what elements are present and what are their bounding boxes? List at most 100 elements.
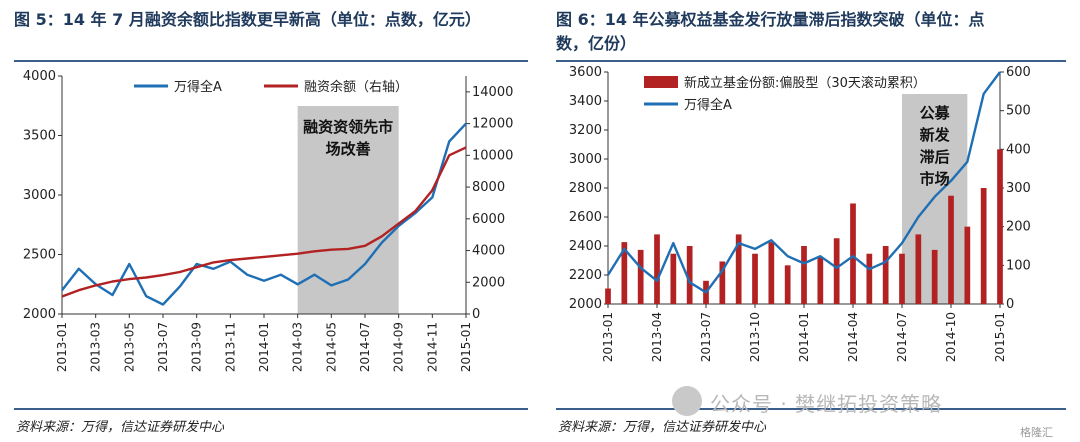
x-tick-label: 2014-03	[291, 322, 305, 372]
wind-all-a-index-line	[606, 71, 1001, 294]
watermark-text: 公众号 · 樊继拓投资策略	[710, 392, 943, 416]
legend-label: 万得全A	[684, 97, 732, 113]
y-right-tick-label: 8000	[472, 180, 505, 195]
x-tick-label: 2015-01	[993, 312, 1007, 362]
fund-issuance-bar	[784, 265, 791, 304]
y-right-tick-label: 100	[1006, 258, 1031, 273]
x-tick-label: 2013-05	[122, 322, 136, 372]
fund-issuance-bar	[670, 253, 677, 304]
fund-issuance-bar	[735, 234, 742, 304]
shaded-period-label: 公募	[920, 104, 951, 122]
right-source: 资料来源：万得，信达证券研发中心	[558, 420, 767, 435]
fund-issuance-bar	[899, 253, 905, 304]
y-right-tick-label: 500	[1006, 104, 1031, 119]
x-tick-label: 2014-01	[797, 312, 811, 362]
right-bottom-rule	[556, 408, 1066, 410]
left-title-rule	[14, 60, 528, 62]
fund-issuance-bar	[621, 242, 628, 304]
y-left-tick-label: 4000	[23, 69, 56, 84]
shaded-period-label: 场改善	[326, 140, 371, 158]
x-tick-label: 2014-07	[895, 312, 909, 362]
left-source: 资料来源：万得，信达证券研发中心	[16, 420, 225, 435]
fund-issuance-bar	[882, 246, 889, 304]
x-tick-label: 2014-11	[425, 322, 439, 372]
wechat-icon	[672, 386, 702, 416]
y-left-tick-label: 2600	[569, 210, 602, 225]
x-tick-label: 2013-10	[748, 312, 762, 362]
y-right-tick-label: 4000	[472, 244, 505, 259]
y-left-tick-label: 2000	[23, 307, 56, 322]
x-tick-label: 2014-05	[324, 322, 338, 372]
fund-issuance-bar	[768, 242, 775, 304]
x-tick-label: 2013-01	[601, 312, 615, 362]
x-tick-label: 2015-01	[459, 322, 473, 372]
x-tick-label: 2013-09	[190, 322, 204, 372]
y-left-tick-label: 2800	[569, 181, 602, 196]
fund-issuance-bar	[980, 188, 987, 304]
fund-issuance-bar	[997, 149, 1003, 304]
right-title-rule	[556, 60, 1066, 62]
fund-issuance-bar	[833, 238, 840, 304]
legend-label: 融资余额（右轴）	[304, 79, 408, 95]
fund-issuance-bar	[801, 246, 807, 304]
y-left-tick-label: 2400	[569, 239, 602, 254]
y-left-tick-label: 3600	[569, 65, 602, 80]
right-chart-title-line2: 数，亿份）	[556, 34, 637, 53]
left-chart-title: 图 5：14 年 7 月融资余额比指数更早新高（单位：点数，亿元）	[14, 10, 481, 29]
left-bottom-rule	[14, 408, 528, 410]
fund-issuance-bar	[866, 253, 873, 304]
right-chart: 2000 2200 2400 2600 2800 3000 3200 3400 3600 0 100…	[569, 65, 1031, 362]
fund-issuance-bar	[964, 226, 971, 304]
legend-bar-swatch	[644, 76, 678, 88]
fund-issuance-bar	[719, 261, 726, 304]
y-right-tick-label: 200	[1006, 220, 1031, 235]
fund-issuance-bar	[850, 203, 856, 304]
fund-issuance-bar	[637, 249, 644, 304]
x-tick-label: 2013-07	[156, 322, 170, 372]
y-left-tick-label: 2000	[569, 297, 602, 312]
x-tick-label: 2014-10	[944, 312, 958, 362]
fund-issuance-bar	[948, 195, 954, 304]
fund-issuance-bar	[605, 288, 611, 304]
shaded-period	[297, 106, 399, 314]
corner-logo: 格隆汇	[1020, 426, 1053, 439]
legend-label: 万得全A	[174, 79, 222, 95]
left-chart: 2000 2500 3000 3500 4000 0 2000 4000 6000 8000 100…	[23, 69, 513, 372]
shaded-period-label: 市场	[920, 170, 950, 188]
y-right-tick-label: 6000	[472, 212, 505, 227]
y-right-tick-label: 600	[1006, 65, 1031, 80]
y-right-tick-label: 0	[1006, 297, 1014, 312]
y-right-tick-label: 300	[1006, 181, 1031, 196]
y-left-tick-label: 3000	[569, 152, 602, 167]
shaded-period-label: 新发	[920, 126, 951, 144]
y-right-tick-label: 12000	[472, 117, 513, 132]
x-tick-label: 2014-04	[846, 312, 860, 362]
y-right-tick-label: 14000	[472, 85, 513, 100]
fund-issuance-bar	[654, 234, 660, 304]
fund-issuance-bar	[817, 257, 824, 304]
y-left-tick-label: 2200	[569, 268, 602, 283]
margin-balance-line	[61, 146, 467, 298]
fund-issuance-bar	[752, 253, 758, 304]
y-left-tick-label: 3200	[569, 123, 602, 138]
x-tick-label: 2014-09	[392, 322, 406, 372]
fund-issuance-bar	[915, 234, 922, 304]
y-left-tick-label: 3400	[569, 94, 602, 109]
right-chart-title-line1: 图 6：14 年公募权益基金发行放量滞后指数突破（单位：点	[556, 10, 985, 29]
y-left-tick-label: 3000	[23, 188, 56, 203]
y-left-tick-label: 2500	[23, 248, 56, 263]
shaded-period-label: 融资资领先市	[303, 118, 393, 136]
x-tick-label: 2013-01	[55, 322, 69, 372]
x-tick-label: 2014-07	[358, 322, 372, 372]
x-tick-label: 2013-03	[89, 322, 103, 372]
y-right-tick-label: 10000	[472, 148, 513, 163]
shaded-period-label: 滞后	[920, 148, 950, 166]
x-tick-label: 2013-07	[699, 312, 713, 362]
fund-issuance-bar	[931, 249, 938, 304]
x-tick-label: 2014-01	[257, 322, 271, 372]
legend-label: 新成立基金份额:偏股型（30天滚动累积）	[684, 75, 926, 91]
y-left-tick-label: 3500	[23, 129, 56, 144]
x-tick-label: 2013-11	[223, 322, 237, 372]
y-right-tick-label: 0	[472, 307, 480, 322]
fund-issuance-bar	[686, 246, 693, 304]
